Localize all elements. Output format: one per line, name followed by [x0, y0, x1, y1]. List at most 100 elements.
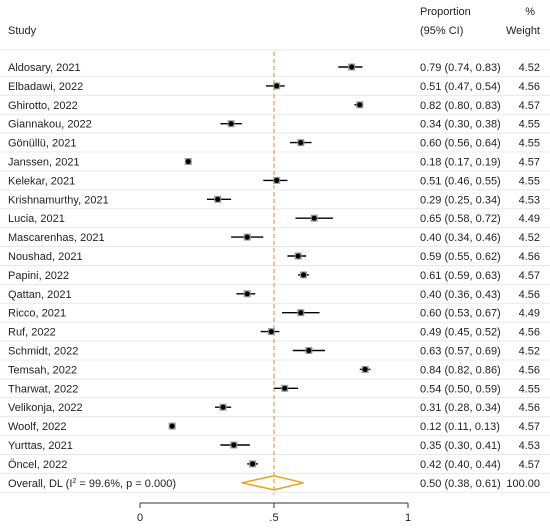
- study-label: Noushad, 2021: [8, 251, 83, 263]
- study-row: Velikonja, 2022 0.31 (0.28, 0.34) 4.56: [8, 402, 540, 414]
- weight-value: 4.57: [519, 459, 540, 471]
- overall-row: Overall, DL (I2 = 99.6%, p = 0.000) 0.50 …: [8, 475, 540, 491]
- point-estimate: [306, 347, 312, 354]
- point-estimate: [282, 385, 288, 391]
- study-row: Temsah, 2022 0.84 (0.82, 0.86) 4.56: [8, 364, 540, 376]
- point-estimate: [215, 196, 221, 202]
- study-row: Yurttas, 2021 0.35 (0.30, 0.41) 4.53: [8, 440, 540, 452]
- study-label: Ruf, 2022: [8, 327, 56, 339]
- study-row: Ruf, 2022 0.49 (0.45, 0.52) 4.56: [8, 327, 540, 339]
- x-tick-label: 1: [405, 512, 411, 524]
- x-axis: 0.5 1: [137, 502, 411, 524]
- point-estimate: [311, 215, 317, 221]
- study-row: Qattan, 2021 0.40 (0.36, 0.43) 4.56: [8, 289, 540, 301]
- weight-value: 4.53: [519, 440, 540, 452]
- weight-value: 4.52: [519, 346, 540, 358]
- point-estimate: [298, 310, 304, 316]
- study-row: Gönüllü, 2021 0.60 (0.56, 0.64) 4.55: [8, 138, 540, 150]
- ci-value: 0.35 (0.30, 0.41): [420, 440, 501, 452]
- study-row: Krishnamurthy, 2021 0.29 (0.25, 0.34) 4.53: [8, 194, 540, 206]
- ci-value: 0.29 (0.25, 0.34): [420, 194, 501, 206]
- point-estimate: [300, 272, 307, 278]
- ci-value: 0.34 (0.30, 0.38): [420, 119, 501, 131]
- weight-value: 4.52: [519, 62, 540, 74]
- study-label: Papini, 2022: [8, 270, 69, 282]
- weight-value: 4.52: [519, 232, 540, 244]
- ci-value: 0.82 (0.80, 0.83): [420, 100, 501, 112]
- header-weight: Weight: [506, 25, 540, 37]
- x-tick-label: .5: [269, 512, 278, 524]
- header-study: Study: [8, 25, 37, 37]
- column-headers: Study Proportion (95% CI) % Weight: [8, 6, 540, 37]
- study-row: Elbadawi, 2022 0.51 (0.47, 0.54) 4.56: [8, 81, 540, 93]
- study-label: Ricco, 2021: [8, 308, 66, 320]
- point-estimate: [295, 253, 301, 259]
- ci-value: 0.54 (0.50, 0.59): [420, 383, 501, 395]
- point-estimate: [274, 83, 280, 89]
- point-estimate: [362, 366, 368, 372]
- weight-value: 4.49: [519, 308, 540, 320]
- study-row: Papini, 2022 0.61 (0.59, 0.63) 4.57: [8, 270, 540, 282]
- study-label: Tharwat, 2022: [8, 383, 78, 395]
- study-row: Giannakou, 2022 0.34 (0.30, 0.38) 4.55: [8, 119, 540, 131]
- weight-value: 4.55: [519, 119, 540, 131]
- study-label: Giannakou, 2022: [8, 119, 92, 131]
- point-estimate: [298, 140, 304, 146]
- point-estimate: [268, 329, 274, 335]
- study-label: Qattan, 2021: [8, 289, 72, 301]
- study-label: Velikonja, 2022: [8, 402, 83, 414]
- study-row: Lucia, 2021 0.65 (0.58, 0.72) 4.49: [8, 213, 540, 225]
- point-estimate: [169, 423, 175, 429]
- ci-value: 0.63 (0.57, 0.69): [420, 346, 501, 358]
- point-estimate: [357, 102, 363, 108]
- study-label: Temsah, 2022: [8, 364, 77, 376]
- study-label: Elbadawi, 2022: [8, 81, 83, 93]
- weight-value: 4.57: [519, 157, 540, 169]
- point-estimate: [185, 158, 191, 165]
- header-proportion: Proportion: [420, 6, 471, 18]
- weight-value: 4.49: [519, 213, 540, 225]
- study-row: Mascarenhas, 2021 0.40 (0.34, 0.46) 4.52: [8, 232, 540, 244]
- ci-value: 0.60 (0.56, 0.64): [420, 138, 501, 150]
- point-estimate: [244, 234, 250, 240]
- study-label: Yurttas, 2021: [8, 440, 73, 452]
- study-label: Aldosary, 2021: [8, 62, 81, 74]
- weight-value: 4.55: [519, 383, 540, 395]
- study-label: Ghirotto, 2022: [8, 100, 78, 112]
- point-estimate: [228, 121, 234, 127]
- study-row: Tharwat, 2022 0.54 (0.50, 0.59) 4.55: [8, 383, 540, 395]
- ci-value: 0.40 (0.34, 0.46): [420, 232, 501, 244]
- overall-diamond: [241, 475, 304, 491]
- study-row: Ghirotto, 2022 0.82 (0.80, 0.83) 4.57: [8, 100, 540, 112]
- point-estimate: [244, 291, 250, 297]
- point-estimate: [274, 177, 280, 183]
- overall-weight-value: 100.00: [506, 478, 540, 490]
- weight-value: 4.56: [519, 289, 540, 301]
- study-label: Krishnamurthy, 2021: [8, 194, 109, 206]
- header-ci: (95% CI): [420, 25, 463, 37]
- ci-value: 0.40 (0.36, 0.43): [420, 289, 501, 301]
- weight-value: 4.57: [519, 100, 540, 112]
- study-label: Woolf, 2022: [8, 421, 67, 433]
- ci-value: 0.61 (0.59, 0.63): [420, 270, 501, 282]
- ci-value: 0.59 (0.55, 0.62): [420, 251, 501, 263]
- weight-value: 4.57: [519, 270, 540, 282]
- study-row: Janssen, 2021 0.18 (0.17, 0.19) 4.57: [8, 157, 540, 169]
- study-label: Lucia, 2021: [8, 213, 65, 225]
- study-label: Schmidt, 2022: [8, 346, 78, 358]
- point-estimate: [231, 442, 237, 448]
- x-tick-label: 0: [137, 512, 143, 524]
- header-weight-percent: %: [525, 6, 535, 18]
- ci-value: 0.65 (0.58, 0.72): [420, 213, 501, 225]
- point-estimate: [349, 64, 355, 70]
- weight-value: 4.55: [519, 175, 540, 187]
- study-label: Janssen, 2021: [8, 157, 80, 169]
- weight-value: 4.55: [519, 138, 540, 150]
- ci-value: 0.84 (0.82, 0.86): [420, 364, 501, 376]
- ci-value: 0.79 (0.74, 0.83): [420, 62, 501, 74]
- ci-value: 0.42 (0.40, 0.44): [420, 459, 501, 471]
- study-label: Mascarenhas, 2021: [8, 232, 105, 244]
- weight-value: 4.56: [519, 251, 540, 263]
- ci-value: 0.18 (0.17, 0.19): [420, 157, 501, 169]
